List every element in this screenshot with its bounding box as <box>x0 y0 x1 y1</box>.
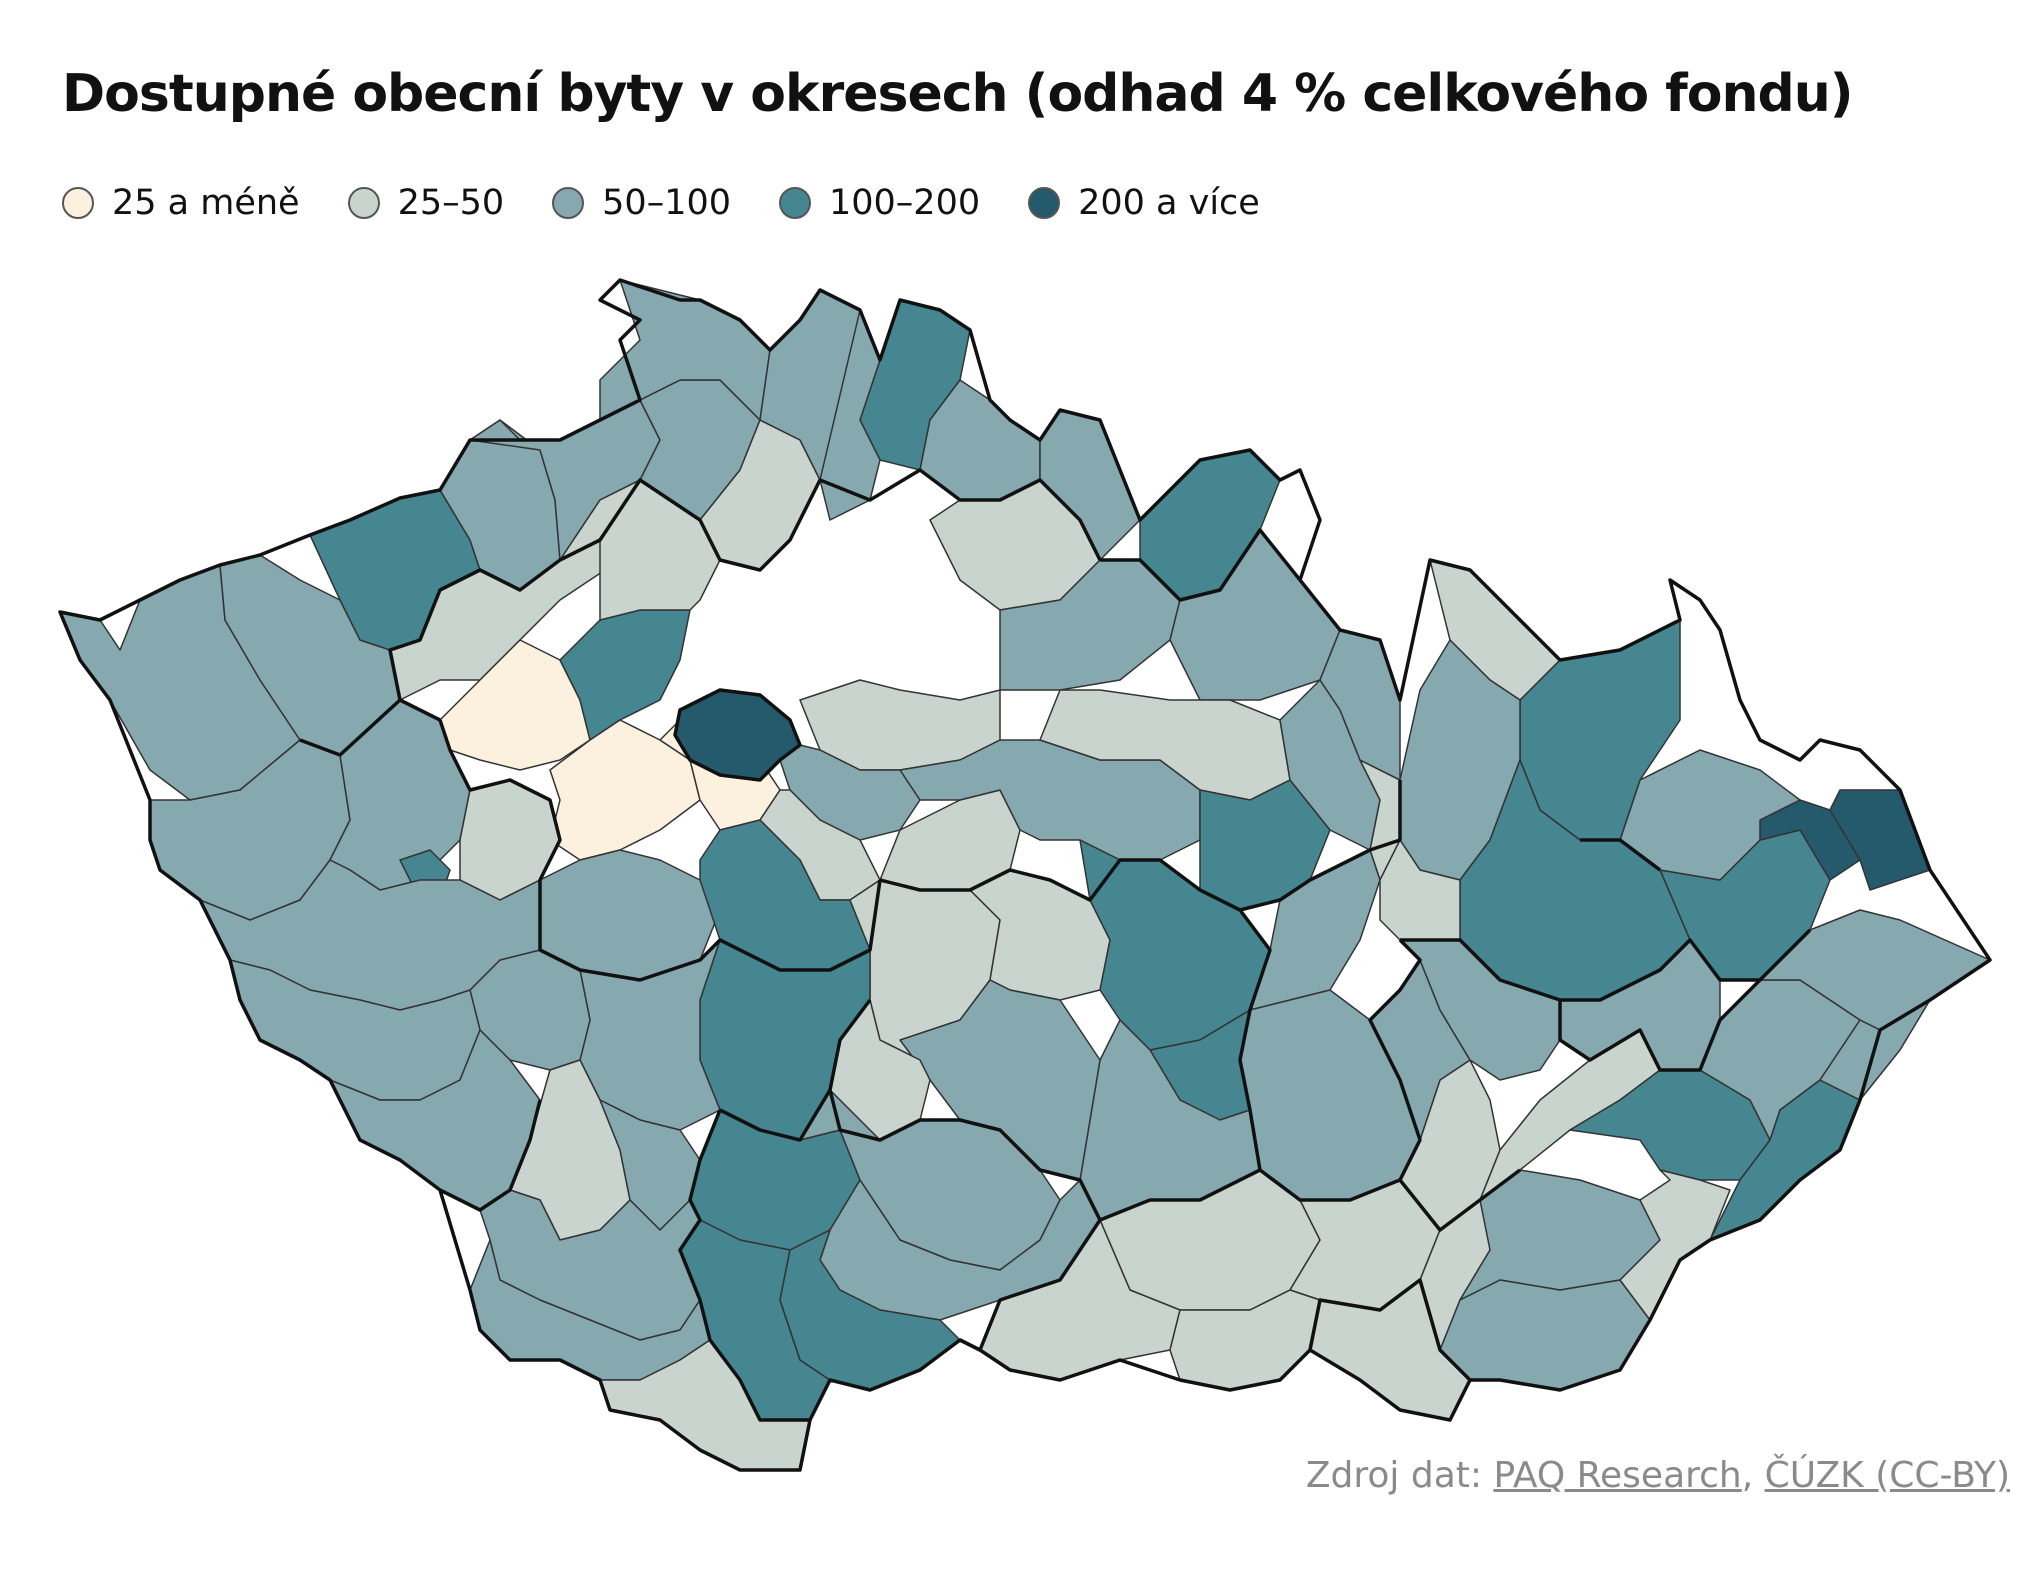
district[interactable] <box>1439 1279 1651 1391</box>
source-prefix: Zdroj dat: <box>1305 1455 1494 1496</box>
districts <box>59 279 1991 1471</box>
legend-item-1: 25–50 <box>347 183 505 223</box>
region-border <box>1400 928 1812 1002</box>
region-border <box>439 1099 542 1212</box>
legend-swatch <box>347 187 380 219</box>
legend-swatch <box>779 187 811 219</box>
legend-label: 100–200 <box>829 183 981 223</box>
legend: 25 a méně 25–50 50–100 100–200 200 a víc… <box>62 178 1308 228</box>
district[interactable] <box>1379 839 1461 941</box>
region-border <box>678 1109 810 1422</box>
legend-label: 50–100 <box>602 183 731 223</box>
district[interactable] <box>819 309 881 521</box>
region-border <box>1238 908 1522 1232</box>
region-border <box>1580 838 1662 872</box>
region-border <box>879 780 1402 912</box>
map-title: Dostupné obecní byty v okresech (odhad 4… <box>62 64 1854 124</box>
legend-swatch <box>552 187 585 219</box>
legend-label: 200 a více <box>1078 183 1260 223</box>
region-border <box>719 1089 832 1142</box>
legend-swatch <box>62 187 94 219</box>
legend-item-0: 25 a méně <box>62 183 300 223</box>
region-border <box>299 698 441 757</box>
source-link-paq[interactable]: PAQ Research <box>1493 1455 1742 1496</box>
country-outline <box>58 278 1992 1472</box>
legend-item-3: 100–200 <box>779 183 980 223</box>
legend-label: 25 a méně <box>112 183 300 223</box>
legend-swatch <box>1028 187 1061 219</box>
legend-item-4: 200 a více <box>1028 183 1260 223</box>
region-border <box>1308 1278 1472 1382</box>
region-border <box>1100 528 1302 602</box>
district[interactable] <box>559 479 721 621</box>
district[interactable] <box>1759 799 1861 881</box>
region-border <box>828 998 1102 1352</box>
region-border <box>1558 978 1762 1072</box>
region-border <box>1099 1168 1261 1222</box>
region-border <box>1368 938 1422 1181</box>
region-borders <box>58 278 1992 1472</box>
source-separator: , <box>1741 1455 1765 1496</box>
source-link-cuzk[interactable]: ČÚZK (CC-BY) <box>1764 1455 2010 1496</box>
source-credit: Zdroj dat: PAQ Research, ČÚZK (CC-BY) <box>1306 1455 2010 1496</box>
region-border <box>438 719 882 982</box>
legend-label: 25–50 <box>397 183 505 223</box>
legend-item-2: 50–100 <box>552 183 731 223</box>
region-border <box>673 688 802 782</box>
region-border <box>388 468 1102 701</box>
